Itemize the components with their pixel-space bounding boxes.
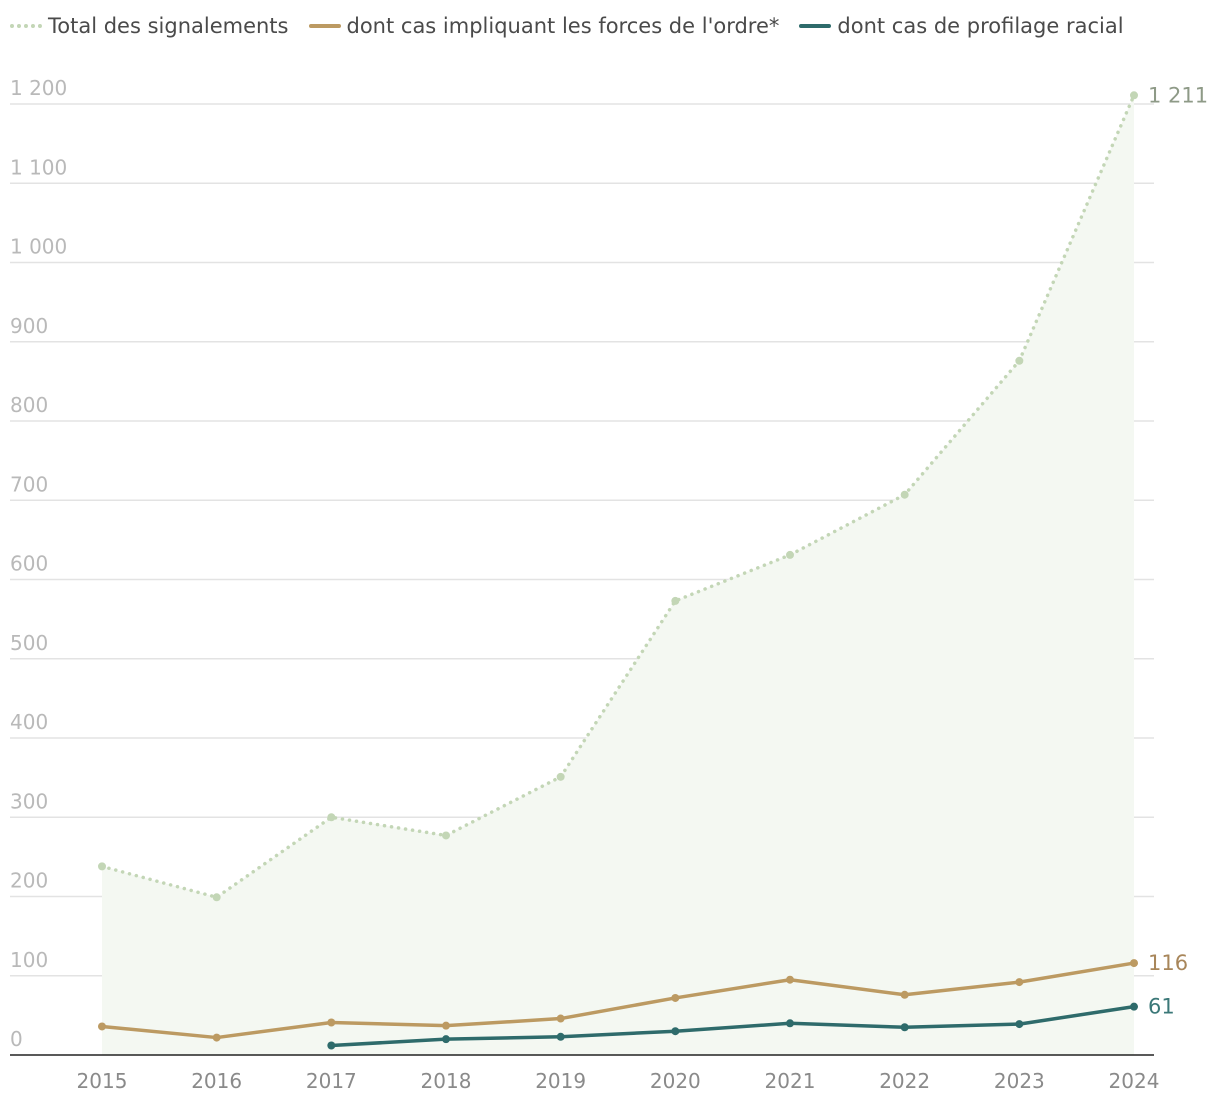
- data-point: [442, 1021, 450, 1030]
- y-tick-label: 900: [10, 314, 48, 338]
- data-point: [1130, 1002, 1138, 1011]
- x-tick-label: 2015: [77, 1069, 128, 1093]
- y-tick-label: 400: [10, 710, 48, 734]
- data-point: [212, 1033, 221, 1042]
- x-tick-label: 2024: [1109, 1069, 1160, 1093]
- x-tick-label: 2018: [421, 1069, 472, 1093]
- data-point: [98, 1022, 106, 1031]
- end-value-label: 1 211: [1148, 83, 1208, 107]
- data-point: [212, 893, 221, 902]
- legend-label-total: Total des signalements: [48, 14, 289, 38]
- legend-swatch-total: [10, 24, 42, 28]
- data-point: [786, 550, 794, 559]
- y-tick-label: 800: [10, 393, 48, 417]
- legend-item-profilage: dont cas de profilage racial: [799, 14, 1124, 38]
- legend-label-profilage: dont cas de profilage racial: [837, 14, 1124, 38]
- x-axis-tick-labels: 2015 2016 2017 2018 2019 2020 2021 2022 2023 2024: [77, 1069, 1160, 1093]
- data-point: [98, 862, 106, 871]
- y-tick-label: 1 100: [10, 155, 67, 179]
- x-tick-label: 2023: [994, 1069, 1045, 1093]
- legend-item-forces: dont cas impliquant les forces de l'ordr…: [308, 14, 780, 38]
- y-tick-label: 1 000: [10, 235, 67, 259]
- legend-swatch-profilage: [799, 24, 832, 28]
- y-axis-tick-labels: 0 100 200 300 400 500 600 700 800 900 1 000 1 100 1 …: [10, 76, 67, 1051]
- series-line: [329, 1004, 1136, 1048]
- end-value-label: 116: [1148, 951, 1188, 975]
- y-tick-label: 0: [10, 1027, 23, 1051]
- series-2: 61: [327, 995, 1175, 1050]
- data-point: [327, 813, 336, 822]
- data-point: [671, 596, 680, 605]
- data-point: [1015, 978, 1024, 987]
- legend-swatch-forces: [308, 24, 341, 28]
- chart-legend: Total des signalements dont cas impliqua…: [10, 14, 1144, 38]
- data-point: [556, 772, 565, 781]
- data-point: [786, 975, 794, 984]
- x-tick-label: 2020: [650, 1069, 701, 1093]
- x-tick-label: 2021: [765, 1069, 816, 1093]
- y-tick-label: 200: [10, 869, 48, 893]
- series-0: 1 211: [98, 83, 1208, 902]
- x-tick-label: 2019: [535, 1069, 586, 1093]
- data-point: [1130, 959, 1138, 968]
- legend-label-forces: dont cas impliquant les forces de l'ordr…: [346, 14, 780, 38]
- legend-item-total: Total des signalements: [10, 14, 289, 38]
- data-point: [556, 1014, 565, 1023]
- data-point: [900, 990, 909, 999]
- x-tick-label: 2022: [879, 1069, 930, 1093]
- data-point: [327, 1018, 336, 1027]
- data-point: [556, 1032, 565, 1041]
- data-point: [786, 1019, 794, 1028]
- data-point: [327, 1041, 336, 1050]
- series-1: 116: [98, 951, 1188, 1042]
- series-line: [100, 961, 1136, 1040]
- data-point: [1130, 91, 1138, 100]
- data-point: [442, 1035, 450, 1044]
- data-point: [900, 490, 909, 499]
- data-point: [442, 831, 450, 840]
- y-tick-label: 700: [10, 472, 48, 496]
- x-tick-label: 2016: [191, 1069, 242, 1093]
- y-tick-label: 600: [10, 552, 48, 576]
- end-value-label: 61: [1148, 995, 1175, 1019]
- y-tick-label: 100: [10, 948, 48, 972]
- data-point: [900, 1023, 909, 1032]
- x-tick-label: 2017: [306, 1069, 357, 1093]
- data-point: [671, 1027, 680, 1036]
- y-tick-label: 1 200: [10, 76, 67, 100]
- y-tick-label: 500: [10, 631, 48, 655]
- data-point: [1015, 1020, 1024, 1029]
- data-point: [1015, 356, 1024, 365]
- y-tick-label: 300: [10, 789, 48, 813]
- total-area: [102, 95, 1134, 1056]
- data-point: [671, 993, 680, 1002]
